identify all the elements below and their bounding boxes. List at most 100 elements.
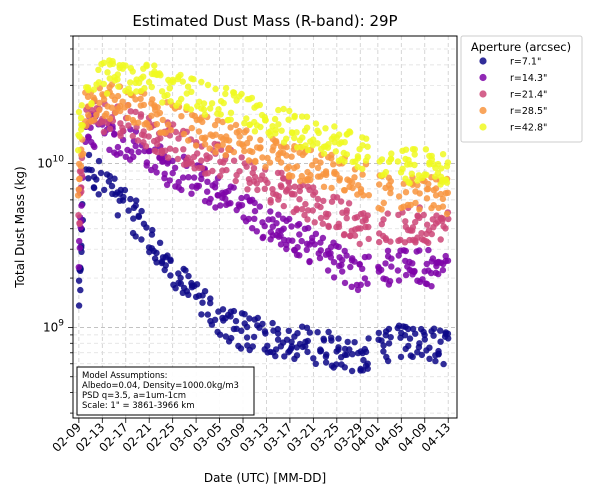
series-1-point-82 [185, 174, 192, 181]
series-2-point-249 [402, 218, 409, 225]
series-0-point-81 [177, 274, 184, 282]
series-3-point-198 [320, 183, 328, 190]
series-0-point-64 [153, 259, 160, 266]
series-4-point-24 [106, 75, 114, 82]
series-1-point-206 [339, 256, 346, 264]
series-2-point-186 [310, 184, 317, 191]
series-0-point-116 [227, 313, 234, 320]
series-0-point-94 [193, 281, 201, 288]
series-1-point-185 [311, 241, 318, 248]
series-2-point-128 [236, 168, 243, 175]
series-2-point-44 [132, 108, 139, 116]
series-0-point-23 [95, 157, 103, 165]
series-4-point-172 [314, 140, 321, 147]
series-1-point-218 [357, 281, 364, 288]
series-1-point-197 [327, 254, 335, 261]
series-1-point-71 [169, 157, 176, 165]
series-4 [75, 57, 452, 188]
series-3-point-262 [423, 195, 431, 202]
series-1-point-229 [378, 266, 385, 274]
series-1-point-278 [439, 266, 447, 274]
series-2-point-49 [137, 113, 144, 120]
series-4-point-185 [332, 148, 339, 155]
series-0-point-271 [437, 327, 444, 334]
series-3-point-139 [246, 135, 253, 142]
series-2-point-256 [409, 227, 416, 234]
series-0-point-189 [322, 353, 330, 360]
series-4-point-100 [212, 85, 219, 93]
series-4-point-21 [104, 69, 111, 76]
series-2-point-265 [418, 230, 425, 237]
series-2-point-155 [275, 196, 282, 203]
series-2-point-53 [142, 143, 150, 150]
series-3-point-279 [444, 189, 451, 196]
series-1-point-281 [444, 257, 452, 264]
series-0-point-262 [426, 355, 433, 362]
series-4-point-238 [411, 151, 418, 158]
series-1-point-170 [294, 244, 301, 251]
series-3-point-165 [283, 152, 290, 159]
series-4-point-147 [280, 105, 287, 113]
series-0-point-267 [432, 357, 439, 365]
series-4-point-107 [222, 84, 230, 92]
series-3-point-124 [227, 124, 234, 131]
series-1-point-135 [253, 228, 260, 235]
series-0-point-0 [75, 302, 83, 309]
series-0-point-173 [302, 343, 309, 350]
series-3-point-277 [439, 203, 447, 210]
series-1-point-174 [298, 237, 305, 245]
series-2-point-132 [244, 186, 251, 193]
series-1-point-211 [347, 263, 354, 271]
series-4-point-233 [406, 180, 413, 187]
series-4-point-222 [394, 158, 402, 165]
series-2-point-93 [188, 160, 195, 167]
series-0-point-42 [125, 207, 132, 214]
series-2-point-101 [198, 157, 205, 164]
series-3-point-179 [298, 172, 305, 180]
series-4-point-148 [283, 135, 290, 142]
series-2-point-241 [384, 210, 391, 217]
series-0-point-261 [426, 344, 433, 351]
series-1-point-244 [402, 247, 409, 255]
series-3-point-264 [425, 185, 432, 193]
series-1-point-171 [296, 231, 303, 238]
series-4-point-156 [293, 129, 300, 136]
series-3-point-234 [376, 181, 383, 188]
series-3-point-70 [148, 112, 155, 119]
series-0-point-70 [161, 266, 168, 274]
series-1-point-148 [273, 220, 280, 227]
series-1-point-41 [128, 148, 135, 155]
series-3-point-265 [425, 180, 432, 188]
series-0-point-234 [385, 325, 393, 333]
series-2-point-215 [345, 200, 353, 207]
series-3-point-96 [192, 142, 200, 149]
series-4-point-31 [115, 83, 122, 90]
series-1-point-144 [267, 208, 274, 215]
series-3-point-235 [378, 206, 385, 213]
series-1-point-17 [90, 142, 97, 149]
series-1-point-72 [171, 164, 179, 171]
series-0-point-273 [440, 360, 447, 368]
series-3-point-0 [74, 192, 82, 199]
series-2-point-189 [311, 189, 319, 196]
series-1-point-116 [227, 200, 234, 207]
series-0-point-88 [185, 272, 192, 280]
series-0-point-277 [444, 330, 452, 337]
series-3-point-249 [402, 189, 410, 196]
series-1-point-2 [76, 237, 83, 245]
series-3-point-121 [225, 137, 233, 144]
series-4-point-118 [241, 120, 248, 127]
series-3-point-255 [412, 199, 419, 207]
series-1-point-225 [365, 253, 372, 260]
series-0-point-242 [401, 332, 409, 339]
series-4-point-50 [140, 73, 147, 80]
series-4-point-43 [129, 68, 136, 75]
series-3-point-276 [439, 195, 447, 203]
series-4-point-52 [141, 85, 148, 92]
y-tick-exponent-1: 10 [53, 155, 65, 165]
series-3-point-193 [314, 164, 322, 172]
series-2-point-146 [261, 185, 268, 192]
series-4-point-42 [127, 89, 134, 97]
series-1-point-203 [335, 243, 342, 251]
series-0-point-105 [211, 316, 219, 323]
